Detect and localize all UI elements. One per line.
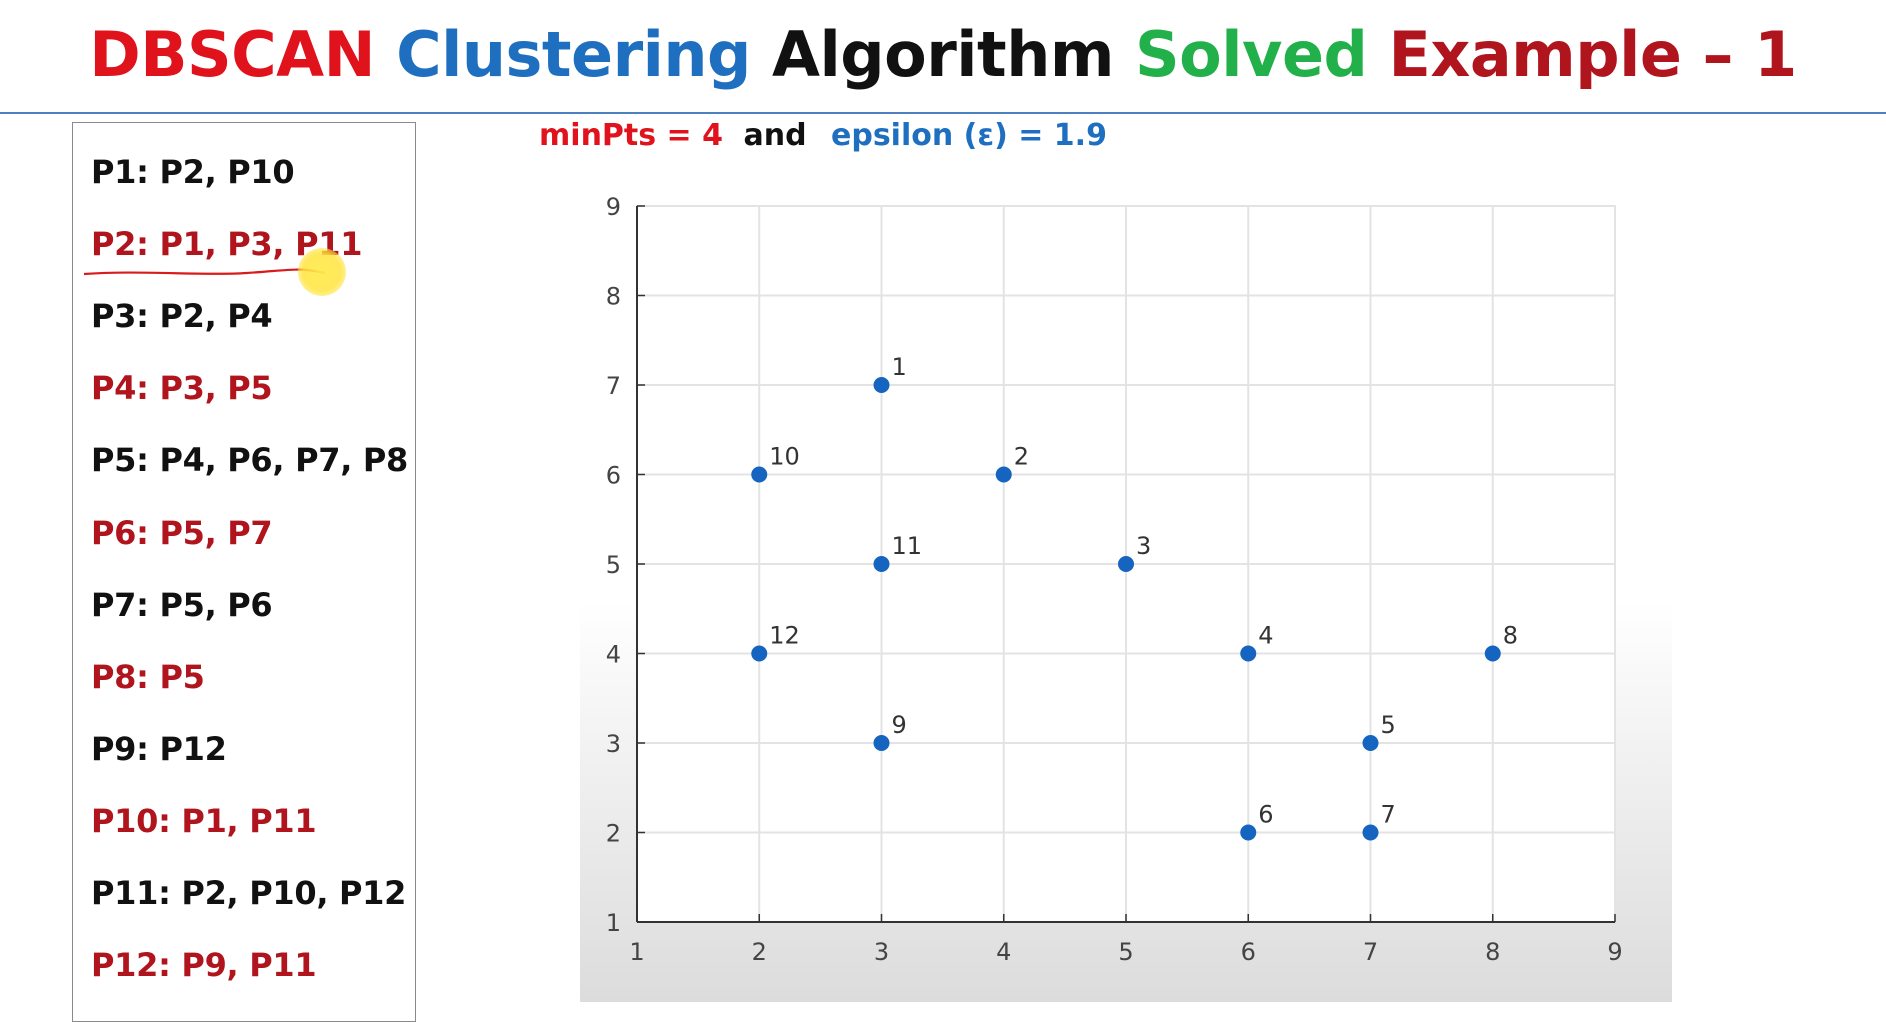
data-point (873, 556, 890, 572)
y-tick-label: 1 (606, 909, 621, 937)
title-part: Solved (1135, 18, 1389, 91)
title-divider (0, 112, 1886, 114)
neighbor-list-item: P7: P5, P6 (91, 586, 273, 624)
data-point-label: 11 (892, 532, 923, 560)
neighbor-list-item: P5: P4, P6, P7, P8 (91, 441, 409, 479)
neighbor-list-item: P6: P5, P7 (91, 514, 273, 552)
y-tick-label: 4 (606, 641, 621, 669)
x-tick-label: 3 (874, 938, 889, 966)
data-point (751, 466, 768, 483)
data-point-label: 5 (1381, 711, 1396, 739)
neighbor-list-item: P3: P2, P4 (91, 297, 273, 335)
x-tick-label: 1 (629, 938, 644, 966)
data-point (873, 735, 890, 751)
handwritten-underline (83, 268, 326, 276)
neighbor-list-item: P4: P3, P5 (91, 369, 273, 407)
y-tick-label: 3 (606, 730, 621, 758)
data-point (1362, 824, 1379, 841)
pointer-highlight (298, 248, 346, 296)
title-part: Clustering (396, 18, 773, 91)
minpts-label: minPts = 4 (539, 118, 724, 153)
title-part: Example – 1 (1388, 18, 1797, 91)
neighbor-list-item: P11: P2, P10, P12 (91, 874, 407, 912)
x-tick-label: 8 (1485, 938, 1500, 966)
data-point-label: 3 (1136, 532, 1151, 560)
neighbor-list-item: P10: P1, P11 (91, 802, 317, 840)
neighbor-list-item: P12: P9, P11 (91, 946, 317, 984)
x-tick-label: 5 (1118, 938, 1133, 966)
data-point (1240, 645, 1257, 662)
y-tick-label: 2 (606, 820, 621, 848)
x-tick-label: 9 (1607, 938, 1622, 966)
data-point-label: 6 (1258, 801, 1273, 829)
title-part: Algorithm (772, 18, 1136, 91)
data-point-label: 1 (892, 353, 907, 381)
neighbor-list-item: P1: P2, P10 (91, 153, 295, 191)
epsilon-label: epsilon (ε) = 1.9 (831, 118, 1107, 153)
x-tick-label: 7 (1363, 938, 1378, 966)
neighbor-list-panel: P1: P2, P10 P2: P1, P3, P11 P3: P2, P4 P4: … (72, 122, 416, 1022)
data-point-label: 12 (769, 622, 800, 650)
y-tick-label: 6 (606, 462, 621, 490)
page-title: DBSCAN Clustering Algorithm Solved Examp… (0, 18, 1886, 91)
and-label: and (743, 118, 807, 153)
data-point-label: 8 (1503, 622, 1518, 650)
x-tick-label: 6 (1241, 938, 1256, 966)
data-point-label: 9 (892, 711, 907, 739)
parameters-line: minPts = 4 and epsilon (ε) = 1.9 (0, 118, 1766, 153)
title-part: DBSCAN (89, 18, 397, 91)
data-point (751, 645, 768, 662)
data-point-label: 10 (769, 443, 800, 471)
data-point-label: 7 (1381, 801, 1396, 829)
data-point (1362, 735, 1379, 751)
data-point (873, 377, 890, 393)
data-point (995, 466, 1012, 483)
x-tick-label: 2 (752, 938, 767, 966)
neighbor-list-item: P9: P12 (91, 730, 227, 768)
data-point (1240, 824, 1257, 841)
x-tick-label: 4 (996, 938, 1011, 966)
data-point (1484, 645, 1501, 662)
data-point-label: 2 (1014, 443, 1029, 471)
neighbor-list-item: P8: P5 (91, 658, 205, 696)
y-tick-label: 8 (606, 283, 621, 311)
data-point (1118, 556, 1134, 572)
y-tick-label: 9 (606, 193, 621, 221)
y-tick-label: 7 (606, 372, 621, 400)
y-tick-label: 5 (606, 551, 621, 579)
data-point-label: 4 (1258, 622, 1273, 650)
